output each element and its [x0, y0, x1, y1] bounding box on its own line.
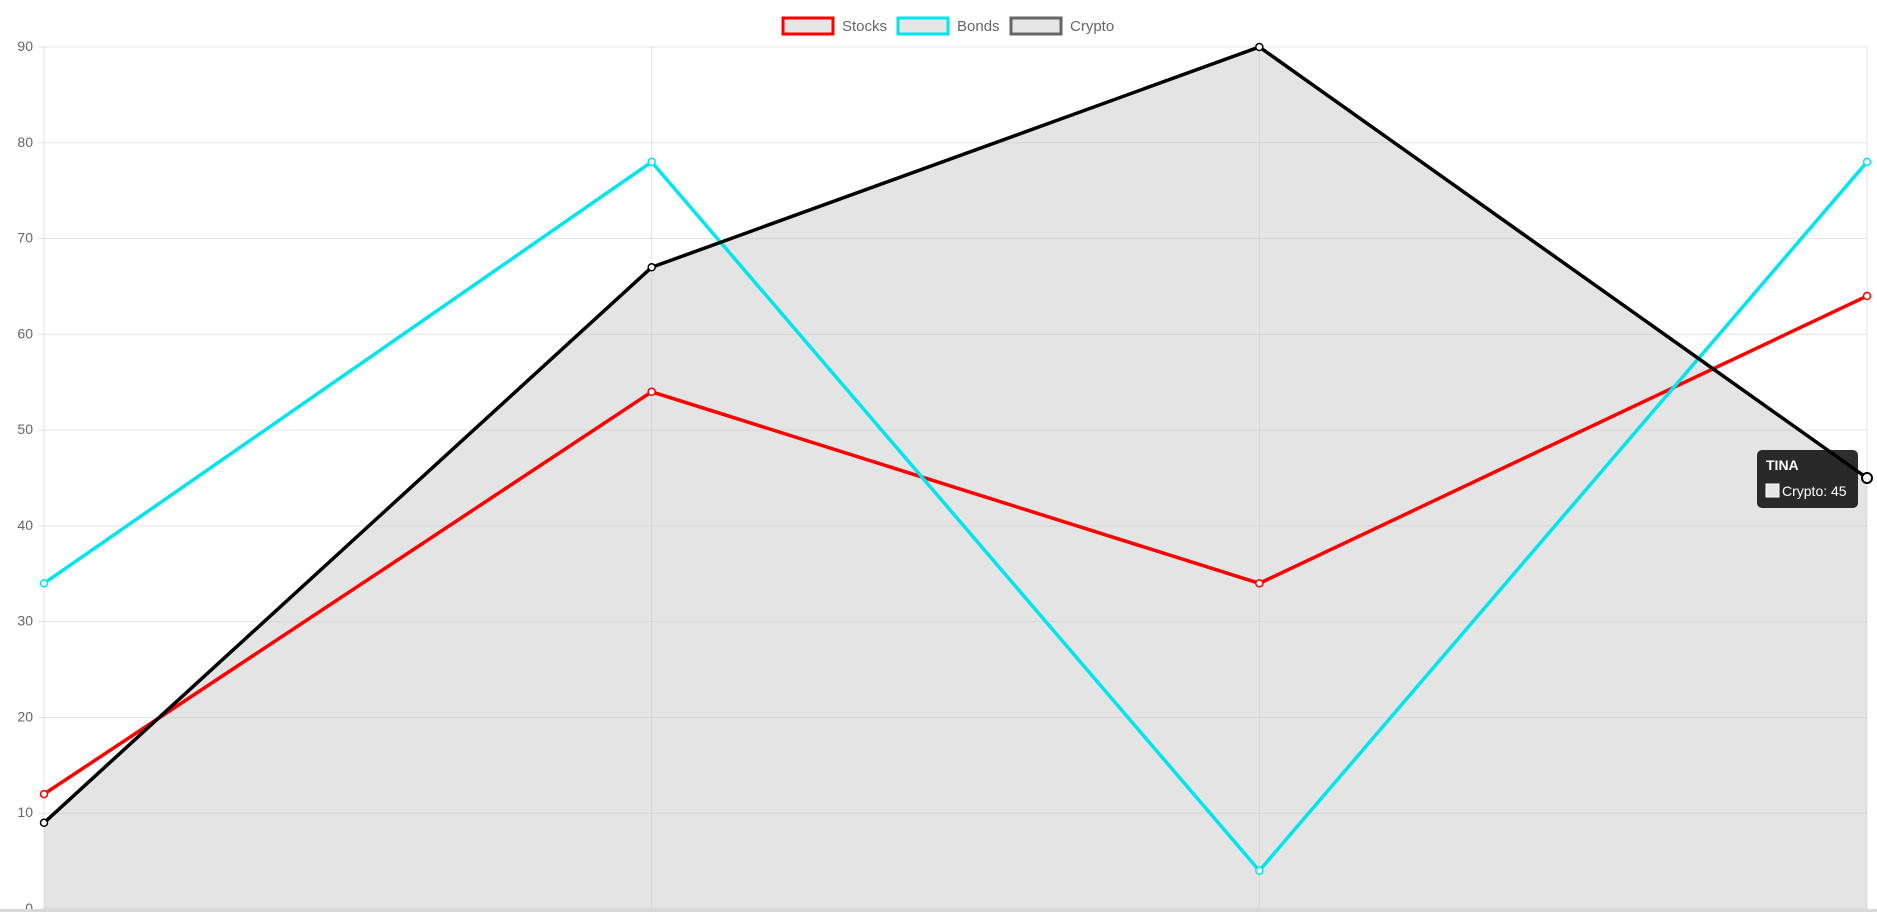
y-tick-label: 80: [17, 134, 33, 150]
data-point-crypto[interactable]: [647, 263, 656, 272]
tooltip-box: [1757, 450, 1858, 508]
tooltip-swatch: [1765, 483, 1780, 498]
y-tick-label: 30: [17, 613, 33, 629]
area-crypto: [44, 47, 1867, 909]
tooltip-text: Crypto: 45: [1782, 483, 1847, 499]
bottom-border: [0, 909, 1877, 912]
data-point-stocks[interactable]: [1862, 291, 1872, 301]
data-point-stocks[interactable]: [39, 789, 49, 799]
legend[interactable]: Stocks Bonds Crypto: [781, 16, 1114, 36]
y-tick-label: 60: [17, 325, 33, 341]
legend-label-stocks[interactable]: Stocks: [842, 18, 887, 35]
data-point-bonds[interactable]: [1255, 866, 1264, 875]
y-tick-label: 70: [17, 230, 33, 246]
data-point-stocks[interactable]: [1255, 579, 1264, 588]
data-point-crypto[interactable]: [1255, 42, 1264, 52]
y-tick-label: 10: [17, 804, 33, 820]
legend-swatch-stocks[interactable]: [781, 16, 835, 36]
series-line-bonds: [43, 159, 1869, 874]
data-point-bonds[interactable]: [647, 157, 656, 167]
y-tick-label: 0: [25, 900, 33, 912]
legend-label-crypto[interactable]: Crypto: [1070, 18, 1114, 35]
legend-label-bonds[interactable]: Bonds: [957, 18, 1000, 35]
legend-swatch-crypto[interactable]: [1009, 16, 1063, 36]
hovered-point[interactable]: [1861, 472, 1873, 484]
series-line-crypto: [42, 45, 1869, 825]
data-point-crypto[interactable]: [39, 818, 49, 828]
area-fill: [44, 47, 1867, 909]
series-line-stocks: [43, 294, 1868, 796]
tooltip: TINA Crypto: 45: [1757, 450, 1858, 508]
data-point-stocks[interactable]: [647, 387, 656, 397]
y-tick-label: 40: [17, 517, 33, 533]
data-point-bonds[interactable]: [39, 579, 49, 588]
legend-swatch-bonds[interactable]: [896, 16, 950, 36]
tooltip-title: TINA: [1766, 457, 1799, 473]
y-tick-label: 90: [17, 38, 33, 54]
data-point-bonds[interactable]: [1862, 157, 1872, 167]
y-tick-label: 20: [17, 708, 33, 724]
y-axis: 0 10 20 30 40 50 60 70 80 90: [17, 38, 33, 916]
y-tick-label: 50: [17, 421, 33, 437]
series-lines: [39, 42, 1873, 875]
